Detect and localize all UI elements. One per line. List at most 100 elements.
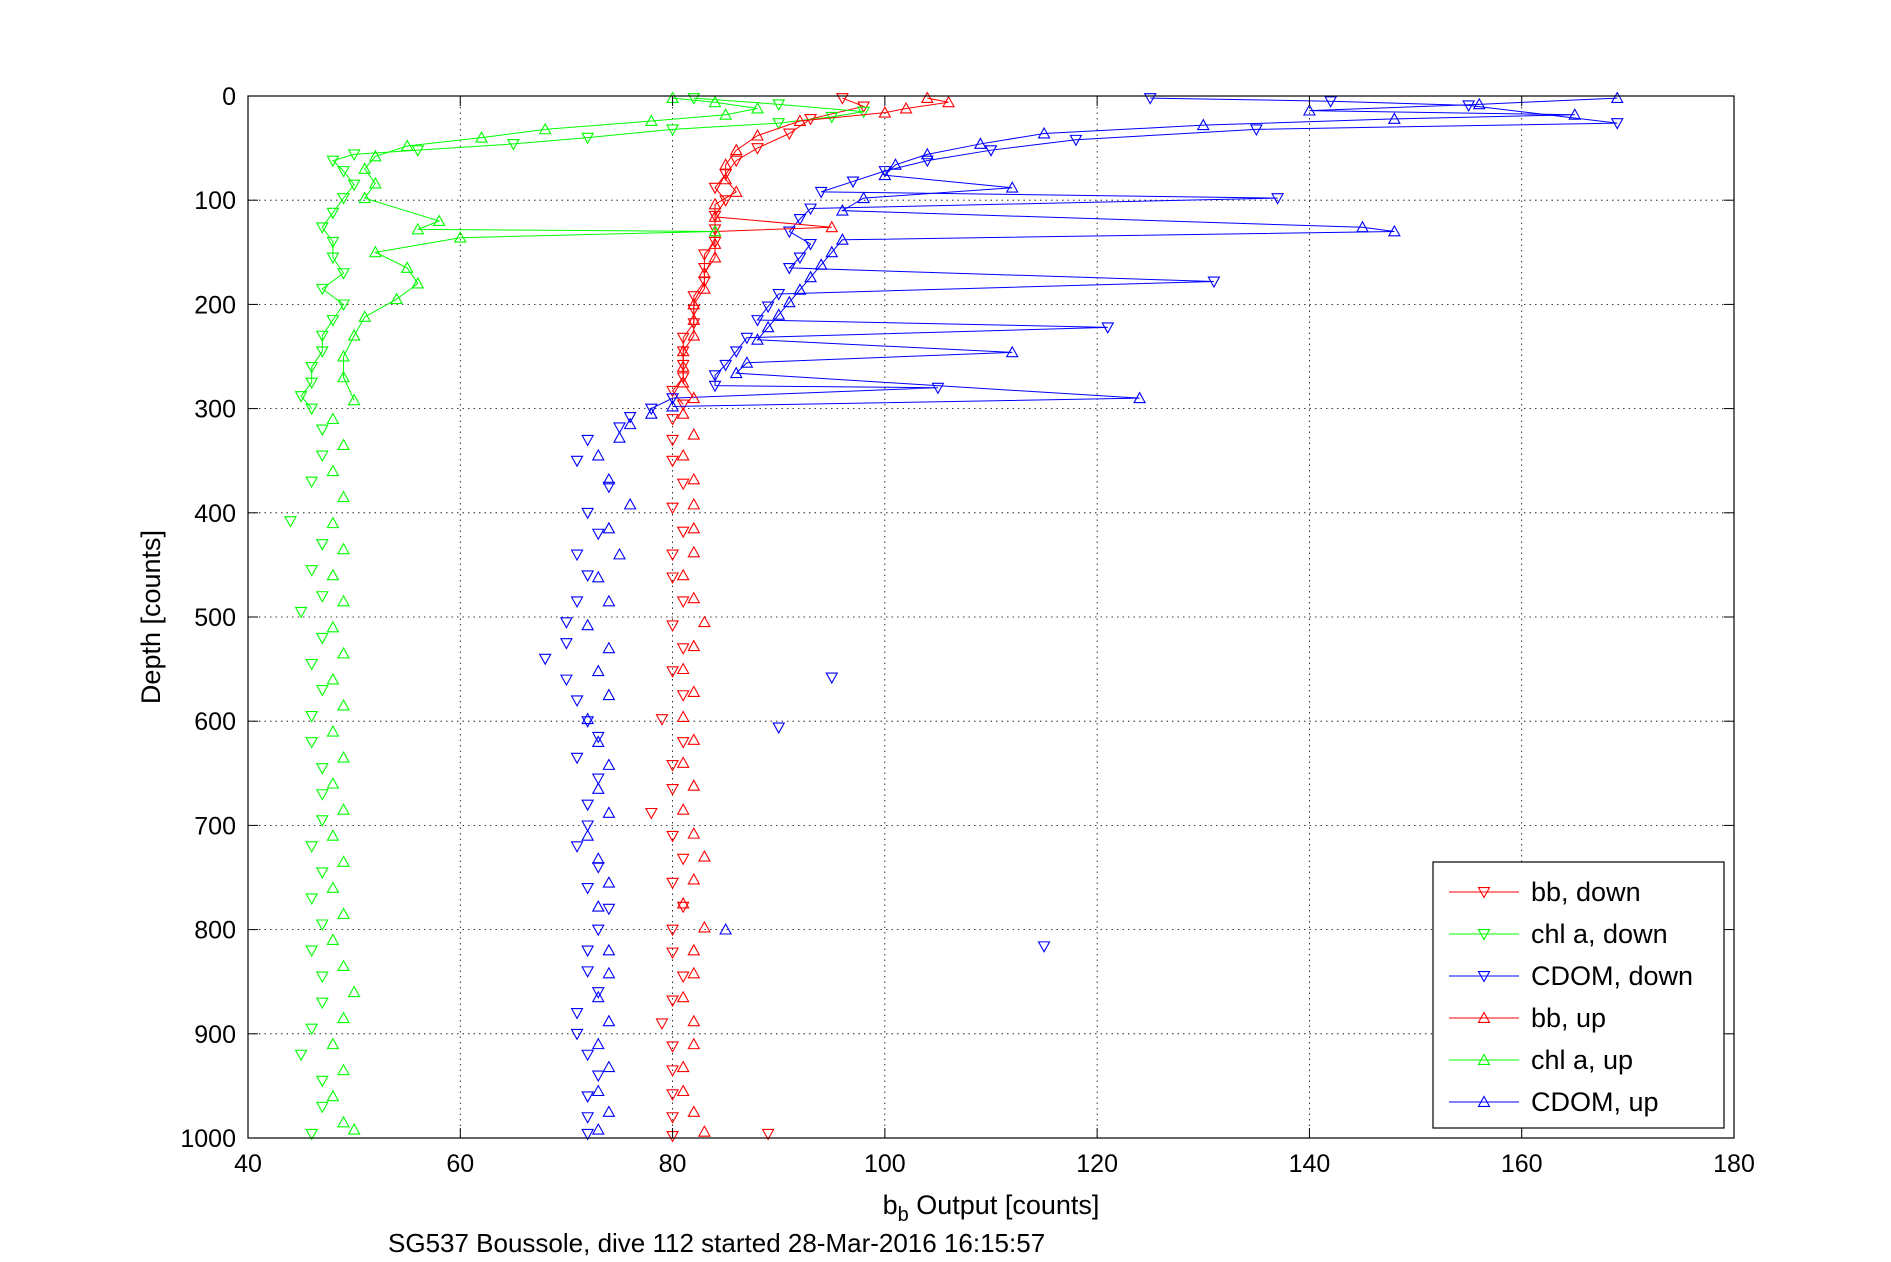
data-point [697, 850, 711, 862]
data-point [400, 261, 414, 273]
data-point [878, 166, 892, 178]
data-point [676, 526, 690, 539]
data-point [835, 233, 849, 245]
data-point [591, 570, 605, 583]
data-point [581, 966, 595, 978]
data-point [687, 943, 701, 956]
data-point [602, 943, 616, 956]
data-point [729, 346, 743, 358]
data-point [337, 193, 350, 205]
data-point [432, 214, 446, 226]
data-point [676, 990, 690, 1003]
data-point [666, 124, 680, 136]
data-point [878, 106, 892, 118]
data-point [666, 455, 680, 468]
y-tick-label: 100 [194, 187, 236, 215]
data-point [591, 990, 605, 1003]
data-point [591, 731, 605, 744]
legend-label: CDOM, down [1531, 961, 1693, 991]
data-point [581, 507, 595, 520]
data-point [814, 258, 828, 270]
data-point [570, 1028, 584, 1041]
data-point [337, 1115, 350, 1128]
data-point [368, 245, 382, 258]
data-point [315, 971, 329, 984]
data-point [602, 876, 616, 888]
y-tick-label: 400 [194, 500, 236, 528]
data-point [581, 1091, 595, 1103]
data-point [305, 476, 319, 489]
y-tick-label: 600 [194, 708, 236, 736]
legend-marker [1477, 887, 1491, 899]
x-tick-label: 180 [1713, 1150, 1755, 1178]
data-point [305, 377, 319, 390]
data-point [772, 289, 786, 301]
x-tick-label: 120 [1076, 1150, 1118, 1178]
data-point [687, 966, 701, 979]
data-point [591, 900, 605, 912]
data-point [358, 191, 372, 204]
data-point [1143, 93, 1157, 105]
data-point [623, 411, 637, 424]
data-point [751, 333, 764, 345]
series-2 [538, 93, 1624, 1141]
data-point [623, 497, 637, 510]
data-point [591, 773, 605, 786]
data-point [793, 283, 807, 295]
data-point [1387, 112, 1401, 124]
data-point [920, 91, 934, 104]
data-point [326, 777, 340, 789]
data-point [676, 896, 690, 909]
data-point [708, 224, 722, 237]
y-tick-label: 0 [222, 83, 236, 111]
data-point [666, 830, 680, 843]
data-point [337, 959, 350, 972]
data-point [368, 176, 382, 189]
data-point [899, 101, 913, 114]
data-point [708, 237, 722, 249]
x-axis-label: bb Output [counts] [883, 1190, 1100, 1226]
y-tick-label: 1000 [180, 1125, 236, 1153]
data-point [729, 366, 743, 379]
data-point [666, 995, 680, 1008]
data-point [825, 245, 839, 258]
legend-entry: bb, down [1449, 877, 1641, 907]
data-point [666, 434, 680, 447]
data-point [1324, 96, 1338, 108]
data-point [676, 568, 690, 581]
data-point [687, 497, 701, 510]
data-point [676, 756, 690, 768]
data-point [793, 114, 807, 126]
data-point [305, 565, 319, 577]
data-point [644, 807, 658, 820]
data-point [687, 545, 701, 558]
y-tick-label: 300 [194, 396, 236, 424]
data-point [1387, 224, 1401, 237]
data-point [326, 620, 340, 633]
data-point [708, 95, 722, 108]
data-point [708, 210, 722, 222]
data-point [326, 1089, 340, 1102]
data-point [570, 752, 584, 765]
data-point [326, 516, 340, 529]
data-point [581, 716, 595, 728]
data-point [719, 108, 733, 120]
data-point [411, 222, 425, 235]
data-point [751, 128, 764, 141]
data-point [315, 346, 329, 358]
data-point [1005, 181, 1019, 193]
data-point [687, 591, 701, 604]
data-point [570, 596, 584, 609]
data-point [602, 1060, 616, 1073]
data-point [538, 653, 552, 666]
data-point [666, 1041, 680, 1053]
data-point [687, 779, 701, 791]
data-point [729, 155, 743, 168]
data-point [687, 1105, 701, 1117]
data-point [793, 214, 807, 226]
data-point [666, 393, 680, 405]
data-point [602, 594, 616, 607]
series-line [651, 97, 1618, 410]
data-point [782, 226, 796, 239]
